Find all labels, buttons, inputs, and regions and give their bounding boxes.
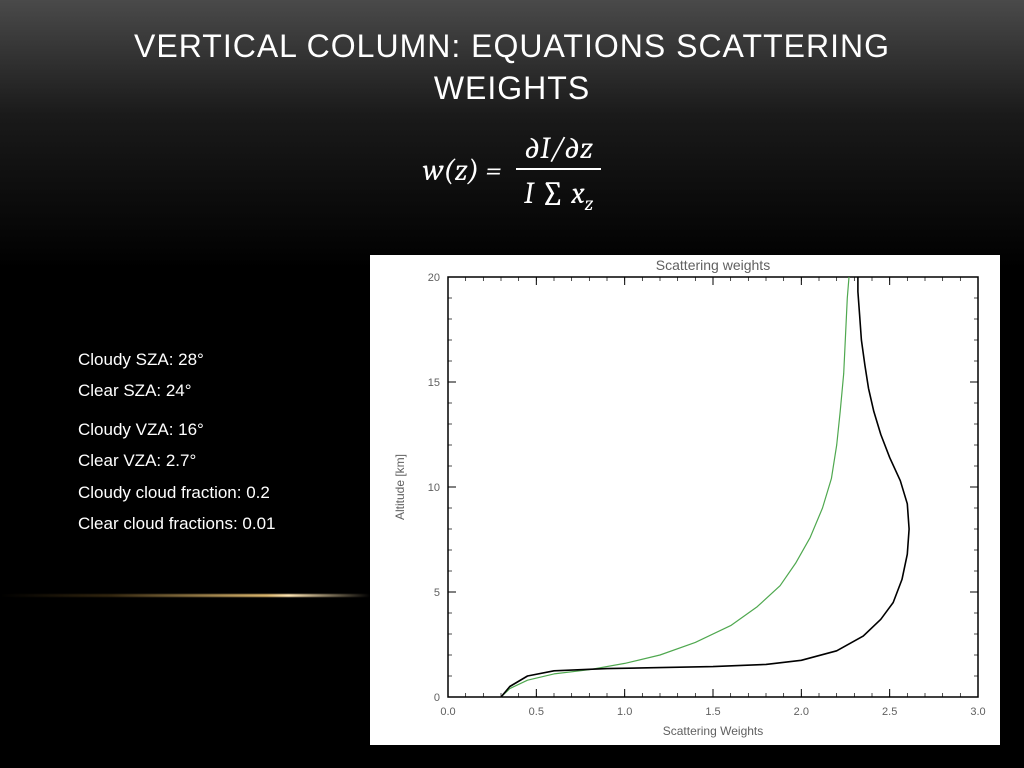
svg-text:0.0: 0.0 [440, 706, 455, 718]
parameter-list: Cloudy SZA: 28° Clear SZA: 24° Cloudy VZ… [78, 350, 276, 545]
svg-text:2.5: 2.5 [882, 706, 897, 718]
param-row: Cloudy SZA: 28° [78, 350, 276, 370]
equation-lhs: w(z) = [423, 153, 502, 188]
param-row: Clear SZA: 24° [78, 381, 276, 401]
title-line-1: VERTICAL COLUMN: EQUATIONS SCATTERING [134, 28, 890, 64]
svg-text:5: 5 [434, 587, 440, 599]
svg-text:Altitude [km]: Altitude [km] [393, 454, 407, 520]
svg-text:Scattering weights: Scattering weights [656, 257, 770, 273]
chart-svg: Scattering weights 0.0 0.5 1.0 1.5 2.0 2.5 3.0 0… [370, 255, 1000, 745]
svg-text:0: 0 [434, 692, 440, 704]
param-row: Clear cloud fractions: 0.01 [78, 514, 276, 534]
svg-text:20: 20 [428, 272, 440, 284]
svg-text:15: 15 [428, 377, 440, 389]
title-line-2: WEIGHTS [434, 70, 590, 106]
equation-fraction: ∂I/∂z I ∑ xz [516, 131, 601, 215]
param-row: Cloudy cloud fraction: 0.2 [78, 483, 276, 503]
svg-text:10: 10 [428, 482, 440, 494]
param-row: Clear VZA: 2.7° [78, 451, 276, 471]
param-row: Cloudy VZA: 16° [78, 420, 276, 440]
equation: w(z) = ∂I/∂z I ∑ xz [0, 131, 1024, 215]
svg-text:0.5: 0.5 [529, 706, 544, 718]
flare-decoration [0, 594, 370, 597]
svg-text:3.0: 3.0 [970, 706, 985, 718]
svg-text:Scattering Weights: Scattering Weights [663, 724, 764, 738]
equation-numerator: ∂I/∂z [516, 131, 601, 170]
svg-text:1.5: 1.5 [705, 706, 720, 718]
svg-text:2.0: 2.0 [794, 706, 809, 718]
scattering-weights-chart: Scattering weights 0.0 0.5 1.0 1.5 2.0 2.5 3.0 0… [370, 255, 1000, 745]
equation-denominator: I ∑ xz [516, 170, 601, 215]
svg-text:1.0: 1.0 [617, 706, 632, 718]
slide-title: VERTICAL COLUMN: EQUATIONS SCATTERING WE… [0, 0, 1024, 109]
